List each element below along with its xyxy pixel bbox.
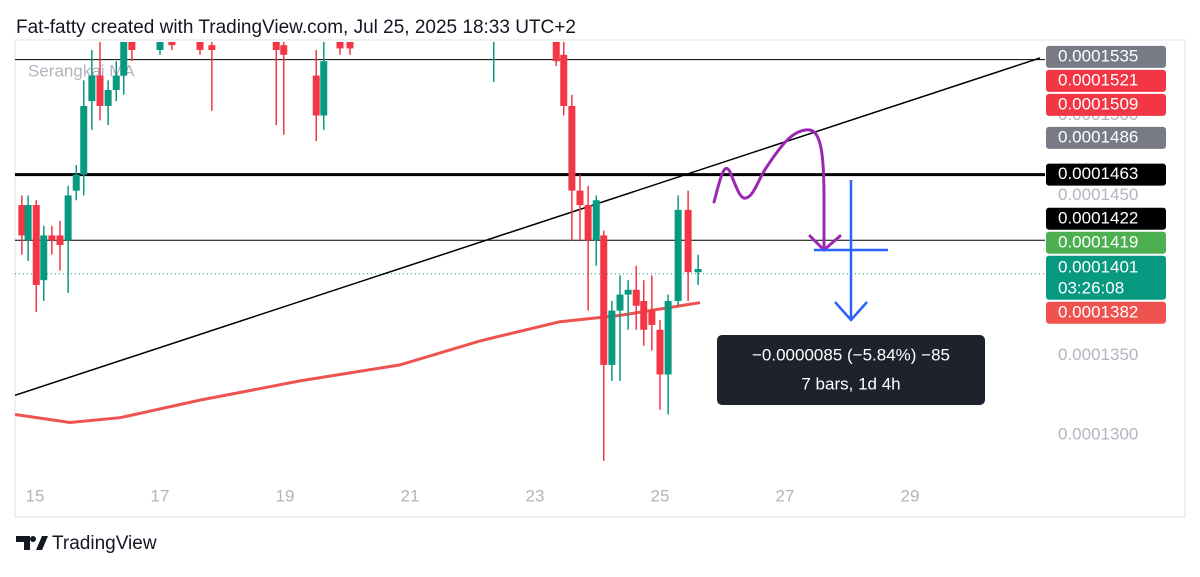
candle-body	[648, 310, 656, 325]
candle-body	[168, 42, 176, 46]
plot	[15, 42, 1045, 461]
candle-body	[272, 42, 280, 50]
candle-body	[96, 75, 104, 106]
candle-body	[632, 289, 640, 306]
price-tag-label: 0.0001382	[1058, 302, 1138, 321]
candle-body	[88, 75, 96, 102]
logo	[30, 536, 36, 542]
price-tag	[1046, 207, 1166, 230]
price-tag	[1046, 231, 1166, 254]
candle-body	[684, 209, 692, 273]
candle-body	[552, 42, 560, 62]
price-tag	[1046, 126, 1166, 149]
y-tick-label: 0.0001350	[1058, 345, 1138, 364]
measure-bg	[717, 335, 985, 405]
candle-body	[208, 45, 216, 50]
measure-text: 7 bars, 1d 4h	[801, 374, 900, 393]
measure-box: −0.0000085 (−5.84%) −85 7 bars, 1d 4h	[717, 335, 985, 405]
x-tick-label: 23	[526, 486, 545, 505]
candle-body	[656, 329, 664, 375]
price-tag-label: 0.0001535	[1058, 46, 1138, 65]
header: Fat-fatty created with TradingView.com, …	[16, 17, 576, 38]
x-tick-label: 17	[151, 486, 170, 505]
candle-body	[576, 190, 584, 206]
indicator-label: Serangkai MA	[28, 61, 135, 80]
candle-body	[156, 42, 164, 50]
candle-body	[72, 174, 80, 191]
price-tag	[1046, 69, 1166, 92]
candle-body	[312, 75, 320, 116]
x-tick-label: 25	[651, 486, 670, 505]
price-tag-label: 0.0001419	[1058, 232, 1138, 251]
candle-body	[80, 105, 88, 175]
countdown-label: 03:26:08	[1058, 278, 1124, 297]
price-tag	[1046, 163, 1166, 186]
candle-body	[64, 195, 72, 241]
brand-name: TradingView	[52, 533, 157, 554]
price-tag-label: 0.0001521	[1058, 70, 1138, 89]
candle-body	[346, 42, 354, 49]
logo	[16, 536, 30, 550]
candle-body	[24, 205, 32, 241]
price-tag	[1046, 93, 1166, 116]
candle-body	[48, 235, 56, 241]
price-tag-label: 0.0001486	[1058, 127, 1138, 146]
price-tag-label: 0.0001509	[1058, 94, 1138, 113]
x-tick-label: 15	[26, 486, 45, 505]
candle-body	[280, 45, 288, 55]
candle-body	[336, 42, 344, 49]
x-tick-label: 19	[276, 486, 295, 505]
candle-body	[112, 75, 120, 90]
candle-body	[320, 61, 328, 116]
candle-body	[674, 209, 682, 301]
candle-body	[196, 42, 204, 50]
brand: TradingView	[16, 533, 157, 554]
price-tag	[1046, 301, 1166, 324]
candle-body	[56, 235, 64, 246]
candle-body	[624, 289, 632, 295]
candle-body	[128, 42, 136, 50]
candle-body	[694, 268, 702, 273]
price-tag-label: 0.0001401	[1058, 257, 1138, 276]
candle-body	[104, 89, 112, 106]
y-tick-label: 0.0001450	[1058, 185, 1138, 204]
hand-drawn-path	[712, 128, 826, 252]
price-tag	[1046, 255, 1166, 300]
logo	[36, 536, 48, 550]
x-tick-label: 27	[776, 486, 795, 505]
drawings	[712, 128, 888, 322]
candle-body	[592, 200, 600, 241]
candle-body	[616, 294, 624, 311]
ma-line	[15, 301, 701, 425]
trend-line	[15, 57, 1041, 396]
candle-body	[640, 300, 648, 330]
candle-body	[18, 205, 26, 236]
y-tick-label: 0.0001300	[1058, 425, 1138, 444]
x-tick-label: 21	[401, 486, 420, 505]
chart-frame	[14, 39, 1186, 518]
price-tag	[1046, 45, 1166, 68]
candle-body	[568, 105, 576, 191]
candle-body	[664, 300, 672, 375]
candle-body	[584, 205, 592, 241]
x-tick-label: 29	[901, 486, 920, 505]
arrow-head	[834, 301, 868, 322]
candle-body	[560, 54, 568, 106]
candle-body	[608, 310, 616, 365]
price-tag-label: 0.0001463	[1058, 164, 1138, 183]
price-tag-label: 0.0001422	[1058, 208, 1138, 227]
candle-body	[40, 235, 48, 281]
measure-text: −0.0000085 (−5.84%) −85	[752, 345, 950, 364]
candle-body	[600, 235, 608, 365]
candle-body	[32, 205, 40, 285]
candle-body	[120, 42, 128, 76]
